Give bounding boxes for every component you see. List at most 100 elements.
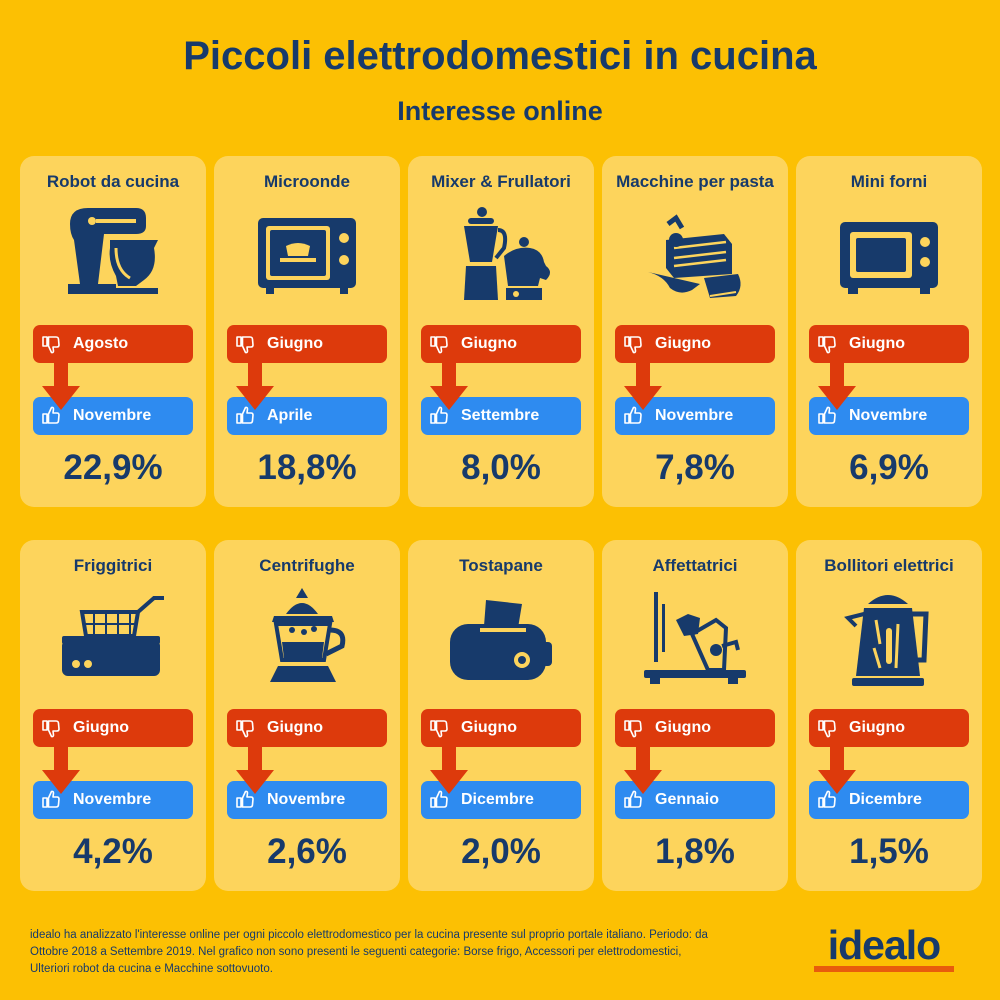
low-month-label: Giugno [655, 335, 711, 352]
high-month-label: Novembre [655, 407, 734, 424]
microwave-icon [252, 200, 362, 310]
down-arrow-icon [818, 362, 856, 410]
thumbs-down-icon [429, 718, 449, 738]
card-title: Mixer & Frullatori [431, 172, 571, 191]
down-arrow-icon [42, 362, 80, 410]
low-month-label: Agosto [73, 335, 129, 352]
down-arrow-icon [236, 362, 274, 410]
down-arrow-icon [236, 746, 274, 794]
low-interest-pill: Giugno [421, 325, 581, 363]
low-interest-pill: Giugno [421, 709, 581, 747]
thumbs-down-icon [817, 334, 837, 354]
thumbs-up-icon [817, 406, 837, 426]
thumbs-down-icon [41, 718, 61, 738]
interest-percent: 2,0% [461, 832, 541, 871]
interest-percent: 2,6% [267, 832, 347, 871]
interest-percent: 22,9% [63, 448, 163, 487]
card-title: Centrifughe [259, 556, 355, 575]
card-fryer: Friggitrici Giugno Novembre 4,2% [20, 540, 206, 891]
page-subtitle: Interesse online [397, 96, 603, 126]
thumbs-down-icon [235, 334, 255, 354]
thumbs-up-icon [429, 406, 449, 426]
thumbs-down-icon [429, 334, 449, 354]
card-title: Tostapane [459, 556, 543, 575]
low-interest-pill: Agosto [33, 325, 193, 363]
interest-percent: 6,9% [849, 448, 929, 487]
thumbs-up-icon [41, 790, 61, 810]
thumbs-down-icon [623, 718, 643, 738]
thumbs-down-icon [235, 718, 255, 738]
thumbs-up-icon [817, 790, 837, 810]
high-month-label: Settembre [461, 407, 540, 424]
low-interest-pill: Giugno [809, 325, 969, 363]
thumbs-up-icon [41, 406, 61, 426]
card-pasta-machine: Macchine per pasta Giugno Novembre 7,8% [602, 156, 788, 507]
card-mini-oven: Mini forni Giugno Novembre 6,9% [796, 156, 982, 507]
interest-percent: 7,8% [655, 448, 735, 487]
high-month-label: Dicembre [849, 791, 922, 808]
high-month-label: Novembre [267, 791, 346, 808]
fryer-icon [58, 584, 168, 694]
card-title: Macchine per pasta [616, 172, 774, 191]
interest-percent: 8,0% [461, 448, 541, 487]
low-month-label: Giugno [73, 719, 129, 736]
low-interest-pill: Giugno [615, 325, 775, 363]
thumbs-up-icon [235, 790, 255, 810]
high-interest-pill: Novembre [227, 781, 387, 819]
low-interest-pill: Giugno [227, 325, 387, 363]
high-month-label: Novembre [849, 407, 928, 424]
stand-mixer-icon [58, 200, 168, 310]
high-month-label: Novembre [73, 407, 152, 424]
thumbs-up-icon [235, 406, 255, 426]
footnote: idealo ha analizzato l'interesse online … [30, 929, 708, 975]
card-toaster: Tostapane Giugno Dicembre 2,0% [408, 540, 594, 891]
thumbs-up-icon [623, 790, 643, 810]
card-title: Bollitori elettrici [824, 556, 954, 575]
appliance-grid: Robot da cucina Agosto Novembre 22,9% Microo… [20, 156, 982, 906]
interest-percent: 1,5% [849, 832, 929, 871]
low-month-label: Giugno [461, 335, 517, 352]
card-title: Mini forni [850, 172, 928, 191]
low-interest-pill: Giugno [809, 709, 969, 747]
logo-underline [814, 966, 954, 972]
kettle-icon [834, 584, 944, 694]
down-arrow-icon [624, 362, 662, 410]
low-month-label: Giugno [655, 719, 711, 736]
card-title: Microonde [264, 172, 350, 191]
down-arrow-icon [430, 362, 468, 410]
card-title: Affettatrici [652, 556, 738, 575]
high-month-label: Gennaio [655, 791, 720, 808]
high-interest-pill: Novembre [33, 397, 193, 435]
card-title: Friggitrici [73, 556, 153, 575]
interest-percent: 4,2% [73, 832, 153, 871]
mini-oven-icon [834, 200, 944, 310]
thumbs-up-icon [429, 790, 449, 810]
thumbs-up-icon [623, 406, 643, 426]
card-slicer: Affettatrici Giugno Gennaio 1,8% [602, 540, 788, 891]
juicer-icon [252, 584, 362, 694]
low-month-label: Giugno [461, 719, 517, 736]
down-arrow-icon [818, 746, 856, 794]
low-interest-pill: Giugno [33, 709, 193, 747]
card-blender: Mixer & Frullatori Giugno Settembre 8,0% [408, 156, 594, 507]
thumbs-down-icon [623, 334, 643, 354]
down-arrow-icon [624, 746, 662, 794]
slicer-icon [640, 584, 750, 694]
high-month-label: Aprile [267, 407, 313, 424]
thumbs-down-icon [41, 334, 61, 354]
low-interest-pill: Giugno [227, 709, 387, 747]
interest-percent: 18,8% [257, 448, 357, 487]
card-juicer: Centrifughe Giugno Novembre 2,6% [214, 540, 400, 891]
card-stand-mixer: Robot da cucina Agosto Novembre 22,9% [20, 156, 206, 507]
card-microwave: Microonde Giugno Aprile 18,8% [214, 156, 400, 507]
low-month-label: Giugno [267, 719, 323, 736]
pasta-machine-icon [640, 200, 750, 310]
blender-icon [446, 200, 556, 310]
high-interest-pill: Novembre [809, 397, 969, 435]
page-title: Piccoli elettrodomestici in cucina [183, 34, 817, 78]
low-month-label: Giugno [849, 719, 905, 736]
high-interest-pill: Dicembre [421, 781, 581, 819]
toaster-icon [446, 584, 556, 694]
idealo-logo: idealo [808, 922, 960, 974]
card-kettle: Bollitori elettrici Giugno Dicembre 1,5% [796, 540, 982, 891]
